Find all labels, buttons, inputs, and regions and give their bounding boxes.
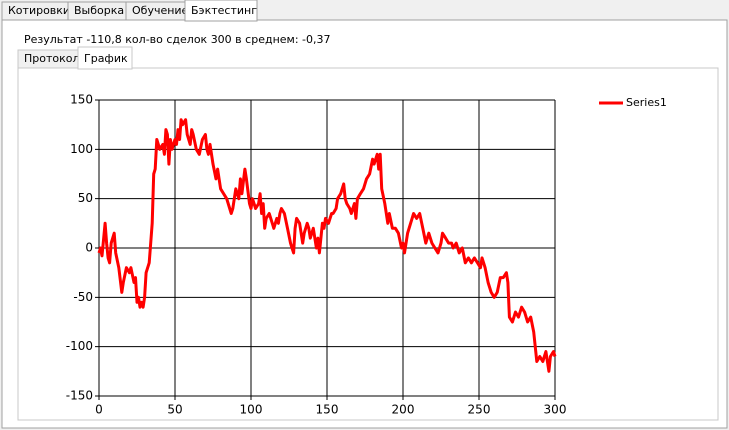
y-tick-label: -50 — [73, 290, 93, 304]
subtab-label[interactable]: Протокол — [24, 52, 80, 65]
y-tick-label: 100 — [70, 142, 93, 156]
chart-panel — [17, 67, 719, 421]
tab-strip: Котировки Выборка Обучение Бэктестинг Проток… — [1, 0, 258, 70]
y-tick-label: -100 — [66, 339, 93, 353]
tab-label[interactable]: Бэктестинг — [191, 4, 257, 17]
x-tick-label: 150 — [316, 403, 339, 417]
y-tick-label: 150 — [70, 93, 93, 107]
legend-label: Series1 — [626, 96, 667, 109]
x-tick-label: 200 — [392, 403, 415, 417]
x-tick-label: 0 — [95, 403, 103, 417]
tab-label[interactable]: Обучение — [132, 4, 189, 17]
x-tick-label: 300 — [544, 403, 567, 417]
tab-label[interactable]: Котировки — [8, 4, 70, 17]
chart: -150 -100 -50 0 50 100 150 0 50 100 150 200 250 300 Se… — [66, 93, 667, 417]
y-tick-label: 50 — [78, 191, 93, 205]
tab[interactable] — [184, 0, 258, 22]
tab-label[interactable]: Выборка — [74, 4, 124, 17]
x-tick-label: 250 — [468, 403, 491, 417]
y-tick-label: -150 — [66, 389, 93, 403]
y-tick-label: 0 — [85, 241, 93, 255]
x-tick-label: 100 — [240, 403, 263, 417]
subtab[interactable] — [77, 46, 133, 70]
series-line — [97, 118, 557, 373]
result-text: Результат -110,8 кол-во сделок 300 в сре… — [24, 33, 331, 46]
x-tick-label: 50 — [167, 403, 182, 417]
subtab-label[interactable]: График — [84, 52, 128, 65]
